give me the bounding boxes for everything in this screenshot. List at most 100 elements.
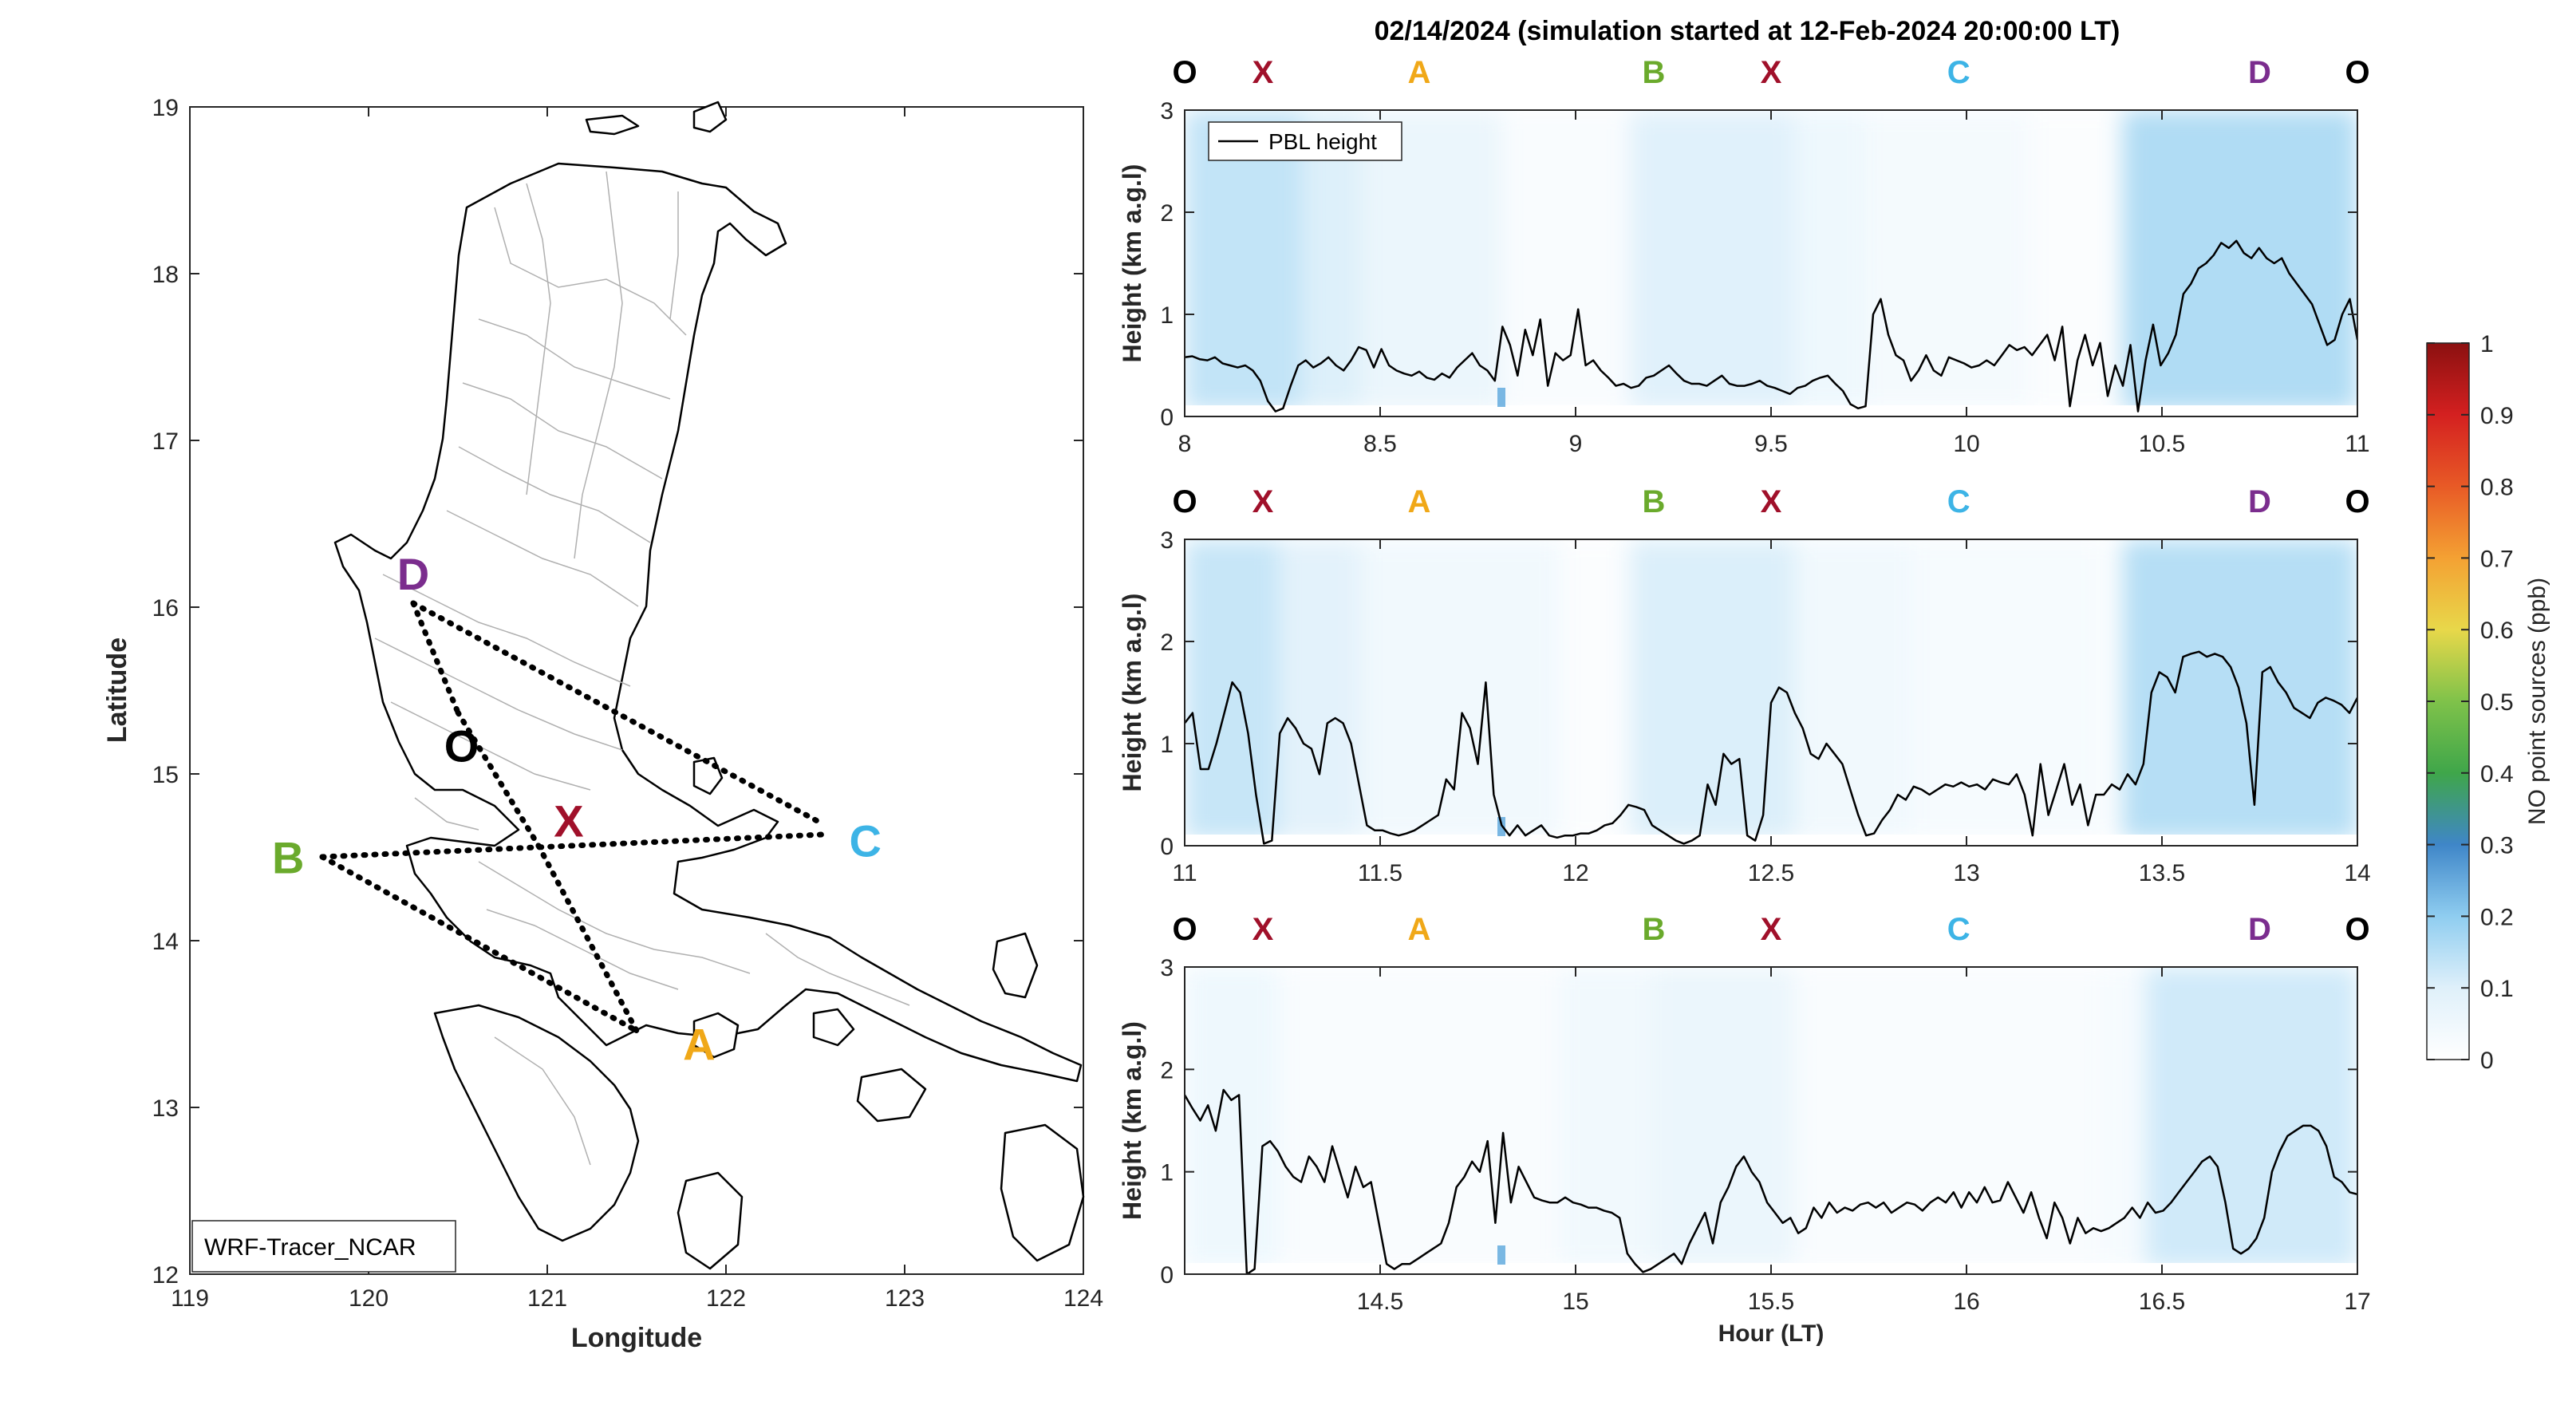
babuyan-island-1 bbox=[585, 114, 640, 136]
xtick-label: 16 bbox=[1953, 1289, 1979, 1315]
location-label-x: X bbox=[1761, 484, 1782, 519]
location-label-d: D bbox=[2248, 55, 2271, 90]
map-point-label-a: A bbox=[683, 1020, 715, 1070]
location-label-b: B bbox=[1643, 912, 1666, 947]
ytick-label: 3 bbox=[1160, 527, 1174, 554]
panel-ylabel: Height (km a.g.l) bbox=[1118, 164, 1146, 363]
map-panel: DOX CBA 119 120 121 122 123 124121314151617181… bbox=[102, 95, 1103, 1353]
location-label-x: X bbox=[1252, 912, 1274, 947]
xtick-label: 13 bbox=[1953, 860, 1979, 886]
ytick-label: 2 bbox=[1160, 200, 1174, 227]
location-label-b: B bbox=[1643, 484, 1666, 519]
luzon-landmass bbox=[333, 162, 1083, 1083]
route-x-a bbox=[535, 843, 640, 1034]
model-label-box bbox=[191, 1220, 456, 1273]
location-label-x: X bbox=[1252, 55, 1274, 90]
xtick-label: 8.5 bbox=[1363, 431, 1397, 457]
pbl-height-line bbox=[1185, 1088, 2357, 1274]
xtick-label: 12 bbox=[1562, 860, 1588, 886]
location-label-o: O bbox=[2345, 55, 2369, 90]
xtick-label: 15 bbox=[1562, 1289, 1588, 1315]
xtick-label: 11.5 bbox=[1358, 860, 1402, 886]
ytick-label: 2 bbox=[1160, 630, 1174, 656]
tracer-concentration-field bbox=[1185, 967, 2357, 1274]
location-label-c: C bbox=[1947, 912, 1970, 947]
map-ylabel: Latitude bbox=[102, 637, 132, 743]
map-point-label-d: D bbox=[397, 549, 429, 599]
tracer-band bbox=[1560, 539, 1631, 839]
panel-1: 8 8.5 9 9.5 10 10.5 11 0 1 2 3 Height (km a.g.l) O X A… bbox=[1118, 55, 2370, 457]
tracer-band bbox=[1654, 967, 1795, 1268]
tracer-band bbox=[1794, 967, 2100, 1268]
province-boundaries bbox=[374, 171, 910, 1166]
map-point-label-b: B bbox=[272, 833, 304, 883]
colorbar-ticks: 0 0.1 0.2 0.3 0.4 0.5 0.6 0.7 0.8 0.9 1 bbox=[2427, 331, 2514, 1074]
ytick-label: 2 bbox=[1160, 1057, 1174, 1083]
map-xtick-label: 121 bbox=[527, 1285, 567, 1312]
xtick-label: 17 bbox=[2344, 1289, 2370, 1315]
map-xtick-label: 120 bbox=[349, 1285, 389, 1312]
tracer-band bbox=[1560, 967, 1654, 1268]
tracer-band bbox=[1278, 967, 1560, 1268]
xtick-label: 10.5 bbox=[2139, 431, 2185, 457]
map-xtick-label: 123 bbox=[885, 1285, 925, 1312]
map-xtick-label: 122 bbox=[706, 1285, 746, 1312]
route-lines bbox=[319, 600, 825, 1034]
xtick-label: 12.5 bbox=[1748, 860, 1794, 886]
map-ytick-label: 15 bbox=[152, 762, 179, 788]
ytick-label: 3 bbox=[1160, 955, 1174, 981]
location-label-o: O bbox=[1172, 55, 1197, 90]
ytick-label: 0 bbox=[1160, 1262, 1174, 1289]
xtick-label: 15.5 bbox=[1748, 1289, 1794, 1315]
map-coastlines bbox=[333, 101, 1085, 1270]
tracer-band bbox=[1630, 539, 1795, 839]
colorbar-tick-label: 0.4 bbox=[2480, 761, 2514, 787]
map-ticks: 119 120 121 122 123 124 12 13 14 15 16 17 18 19 bbox=[152, 95, 1103, 1312]
location-label-o: O bbox=[2345, 912, 2369, 947]
tracer-shading bbox=[1185, 967, 2357, 1268]
ytick-label: 1 bbox=[1160, 732, 1174, 758]
xtick-label: 11 bbox=[2345, 431, 2369, 457]
map-point-labels: D O X C B A bbox=[272, 549, 882, 1069]
panel-3: 14.5 15 15.5 16 16.5 17 0 1 2 3 Height (km a.g.l) H… bbox=[1118, 912, 2371, 1347]
location-label-x: X bbox=[1761, 912, 1782, 947]
tracer-band bbox=[1630, 110, 1795, 410]
ytick-label: 1 bbox=[1160, 1160, 1174, 1186]
colorbar-tick-label: 0.5 bbox=[2480, 689, 2514, 716]
tracer-band bbox=[1864, 110, 2030, 410]
catanduanes-island bbox=[992, 932, 1039, 999]
tracer-band bbox=[1360, 539, 1560, 839]
map-ytick-label: 17 bbox=[152, 428, 179, 455]
colorbar-tick-label: 0.3 bbox=[2480, 833, 2514, 859]
map-point-label-c: C bbox=[849, 816, 881, 866]
tracer-concentration-field bbox=[1185, 539, 2357, 846]
location-label-a: A bbox=[1408, 484, 1431, 519]
tracer-band bbox=[2123, 539, 2357, 839]
panay-island bbox=[677, 1171, 744, 1270]
tracer-band bbox=[2029, 110, 2123, 410]
tracer-band bbox=[1794, 110, 1865, 410]
location-label-x: X bbox=[1761, 55, 1782, 90]
masbate-island bbox=[856, 1068, 927, 1123]
map-ytick-label: 13 bbox=[152, 1095, 179, 1122]
xtick-label: 11 bbox=[1172, 860, 1197, 886]
map-xtick-label: 119 bbox=[171, 1285, 209, 1312]
burias-island bbox=[812, 1008, 855, 1047]
tracer-band bbox=[1278, 539, 1361, 839]
xtick-label: 14 bbox=[2344, 860, 2370, 886]
xtick-label: 10 bbox=[1953, 431, 1979, 457]
legend: PBL height bbox=[1208, 121, 1402, 161]
location-label-o: O bbox=[1172, 912, 1197, 947]
map-ytick-label: 18 bbox=[152, 262, 179, 288]
figure-title: 02/14/2024 (simulation started at 12-Feb… bbox=[1375, 16, 2120, 46]
tracer-band bbox=[2099, 967, 2147, 1268]
colorbar-label: NO point sources (ppb) bbox=[2524, 578, 2550, 825]
location-label-o: O bbox=[1172, 484, 1197, 519]
colorbar-tick-label: 0.9 bbox=[2480, 403, 2514, 429]
map-ytick-label: 16 bbox=[152, 595, 179, 622]
location-label-c: C bbox=[1947, 55, 1970, 90]
tracer-band bbox=[1794, 539, 1912, 839]
